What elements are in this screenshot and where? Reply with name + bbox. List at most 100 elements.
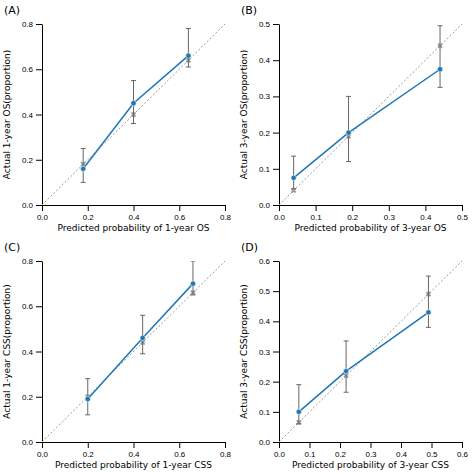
y-tick-mark (273, 382, 279, 383)
plot-area (279, 261, 462, 442)
x-axis-title: Predicted probability of 1-year CSS (55, 460, 212, 470)
figure: 0.00.20.40.60.80.00.20.40.60.8Predicted … (0, 0, 474, 474)
x-tick: 0.0 (274, 205, 286, 222)
x-axis: 0.00.20.40.60.8 (37, 205, 232, 222)
y-tick-label: 0.2 (22, 156, 34, 165)
x-tick: 0.5 (457, 205, 469, 222)
x-tick-label: 0.1 (311, 213, 323, 222)
x-tick-label: 0.8 (220, 450, 232, 459)
calibration-line (299, 312, 429, 412)
y-tick-mark (273, 352, 279, 353)
y-axis-title: Actual 3-year OS(proportion) (239, 50, 249, 180)
y-tick: 0.5 (259, 287, 279, 296)
y-tick-mark (36, 24, 42, 25)
point (346, 130, 351, 135)
y-tick-label: 0.0 (22, 201, 34, 210)
x-tick-mark (352, 205, 353, 211)
x-tick-label: 0.0 (37, 450, 49, 459)
y-tick: 0.1 (259, 408, 279, 417)
y-tick-label: 0.8 (22, 20, 34, 29)
y-tick-mark (36, 261, 42, 262)
y-tick: 0.0 (259, 438, 279, 447)
x-tick-label: 0.1 (304, 450, 316, 459)
y-tick: 0.4 (22, 111, 42, 120)
x-tick: 0.1 (304, 442, 316, 459)
y-tick-label: 0.3 (259, 92, 271, 101)
y-tick: 0.6 (259, 257, 279, 266)
y-axis-line (42, 25, 43, 206)
x-tick-mark (179, 442, 180, 448)
y-tick: 0.1 (259, 165, 279, 174)
x-tick-label: 0.6 (174, 450, 186, 459)
x-tick-label: 0.0 (274, 213, 286, 222)
y-tick: 0.8 (22, 257, 42, 266)
x-tick-label: 0.0 (274, 450, 286, 459)
y-tick: 0.4 (259, 317, 279, 326)
error-bar (426, 276, 431, 327)
y-tick-mark (273, 442, 279, 443)
y-tick-label: 0.5 (259, 287, 271, 296)
error-bar (81, 148, 86, 182)
x-tick: 0.0 (37, 442, 49, 459)
panel: 0.00.10.20.30.40.50.00.10.20.30.40.5Pred… (239, 4, 469, 233)
x-tick-label: 0.5 (426, 450, 438, 459)
y-tick: 0.2 (22, 393, 42, 402)
x-tick: 0.0 (37, 205, 49, 222)
x-tick-mark (462, 442, 463, 448)
x-tick-mark (389, 205, 390, 211)
x-axis: 0.00.10.20.30.40.5 (274, 205, 469, 222)
y-tick: 0.2 (259, 129, 279, 138)
error-bar (438, 26, 443, 88)
y-tick-mark (36, 205, 42, 206)
y-tick: 0.2 (259, 378, 279, 387)
y-tick-label: 0.8 (22, 257, 34, 266)
y-tick-mark (273, 321, 279, 322)
x-tick: 0.3 (384, 205, 396, 222)
panel-label: (B) (241, 4, 257, 17)
panel-label: (D) (241, 241, 258, 254)
y-tick-label: 0.6 (259, 257, 271, 266)
point (190, 281, 195, 286)
y-tick-label: 0.1 (259, 165, 271, 174)
x-tick: 0.4 (420, 205, 432, 222)
y-tick: 0.3 (259, 348, 279, 357)
x-axis-line (280, 205, 463, 206)
point (437, 67, 442, 72)
point (186, 53, 191, 58)
x-tick-mark (425, 205, 426, 211)
y-tick-mark (36, 397, 42, 398)
x-tick: 0.4 (396, 442, 408, 459)
error-bar (344, 341, 349, 392)
panel: 0.00.20.40.60.80.00.20.40.60.8Predicted … (2, 241, 232, 470)
x-tick-label: 0.2 (335, 450, 347, 459)
point (343, 368, 348, 373)
x-axis-title: Predicted probability of 1-year OS (57, 223, 209, 233)
error-bar (296, 385, 301, 424)
y-axis: 0.0 0.1 0.2 0.3 0.4 0.5 0.6 (259, 257, 280, 447)
y-tick-label: 0.4 (22, 348, 34, 357)
x-tick-mark (462, 205, 463, 211)
error-bar (190, 261, 195, 295)
point (140, 335, 145, 340)
error-bar (140, 315, 145, 353)
x-tick: 0.4 (128, 205, 140, 222)
x-tick-mark (42, 442, 43, 448)
x-tick-label: 0.2 (83, 450, 95, 459)
y-tick: 0.3 (259, 92, 279, 101)
y-tick: 0.4 (259, 56, 279, 65)
x-tick-mark (279, 442, 280, 448)
x-tick-mark (310, 442, 311, 448)
y-axis-title: Actual 3-year CSS(proportion) (239, 284, 249, 418)
x-tick-mark (340, 442, 341, 448)
plot-area (279, 24, 462, 205)
x-tick-label: 0.4 (396, 450, 408, 459)
y-tick: 0.5 (259, 20, 279, 29)
x-tick-label: 0.8 (220, 213, 232, 222)
y-tick-label: 0.4 (259, 56, 271, 65)
point (81, 166, 86, 171)
y-tick-mark (36, 160, 42, 161)
y-axis-title: Actual 1-year CSS(proportion) (2, 284, 12, 418)
x-tick-label: 0.4 (420, 213, 432, 222)
y-tick-mark (36, 69, 42, 70)
x-tick: 0.1 (311, 205, 323, 222)
